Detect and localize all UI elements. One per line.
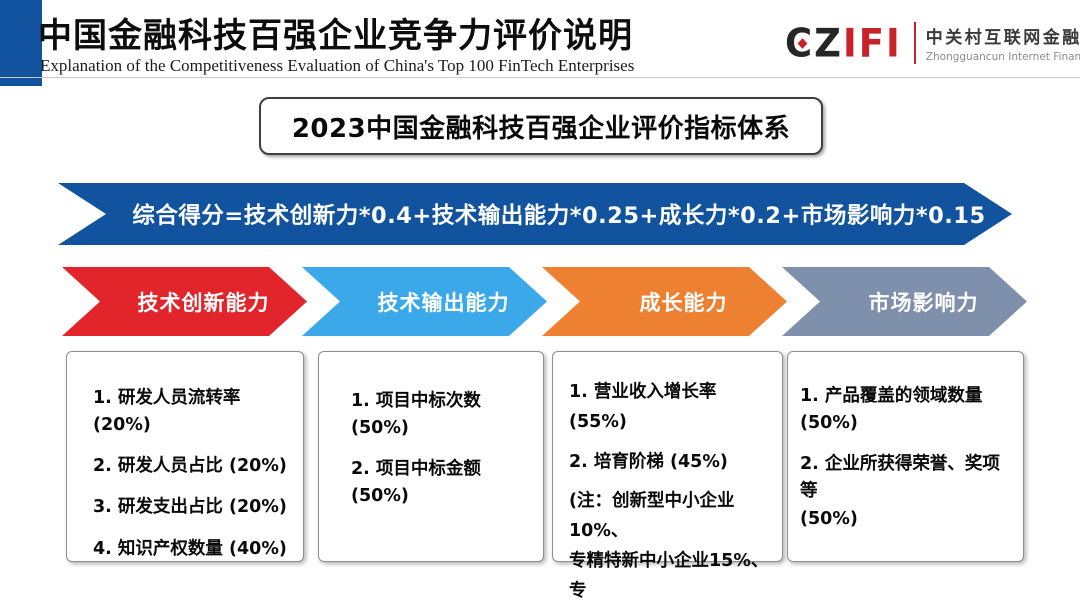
indicator-item: 1. 产品覆盖的领域数量 (50%) xyxy=(800,386,983,434)
indicator-box-tech-innovation: 1. 研发人员流转率 (20%) 2. 研发人员占比 (20%) 3. 研发支出占比… xyxy=(66,351,304,562)
header-divider xyxy=(0,77,1080,78)
index-system-title: 2023中国金融科技百强企业评价指标体系 xyxy=(291,113,791,144)
logo-org-names: 中关村互联网金融研究院 Zhongguancun Internet Financ… xyxy=(926,23,1080,63)
logo-wordmark: CZIFI xyxy=(785,24,902,63)
formula-banner: 综合得分=技术创新力*0.4+技术输出能力*0.25+成长力*0.2+市场影响力… xyxy=(58,183,1012,245)
indicator-item: 3. 研发支出占比 (20%) xyxy=(93,497,287,518)
indicator-box-growth: 1. 营业收入增长率 (55%) 2. 培育阶梯 (45%) (注：创新型中小企业1… xyxy=(552,351,783,601)
pillar-label: 市场影响力 xyxy=(868,290,979,315)
page-title: 中国金融科技百强企业竞争力评价说明 xyxy=(38,16,633,56)
indicator-item: 2. 研发人员占比 (20%) xyxy=(93,456,287,477)
pillar-label: 成长能力 xyxy=(639,290,728,315)
org-name-en: Zhongguancun Internet Finance Institute xyxy=(925,51,1080,63)
indicator-item: 2. 企业所获得荣誉、奖项等 (50%) xyxy=(800,454,1000,529)
indicator-item: 2. 项目中标金额 (50%) xyxy=(351,459,481,507)
indicator-item: 1. 研发人员流转率 (20%) xyxy=(93,388,241,436)
pillar-arrow-market-influence: 市场影响力 xyxy=(782,267,1027,336)
logo-wordmark-dark: CZ xyxy=(785,20,843,66)
header-accent-bar xyxy=(0,0,42,86)
indicator-item: (注：创新型中小企业10%、 专精特新中小企业15%、专 精特新“小巨人”企业2… xyxy=(569,491,769,601)
indicator-item: 2. 培育阶梯 (45%) xyxy=(569,451,728,472)
indicator-box-market-influence: 1. 产品覆盖的领域数量 (50%) 2. 企业所获得荣誉、奖项等 (50%) xyxy=(787,351,1024,562)
pillar-arrow-growth: 成长能力 xyxy=(542,267,787,336)
formula-text: 综合得分=技术创新力*0.4+技术输出能力*0.25+成长力*0.2+市场影响力… xyxy=(132,203,986,229)
pillar-arrow-tech-innovation: 技术创新能力 xyxy=(62,267,307,336)
pillar-label: 技术创新能力 xyxy=(137,290,270,315)
indicator-item: 1. 项目中标次数 (50%) xyxy=(351,391,481,439)
logo-separator xyxy=(913,22,916,64)
indicator-box-tech-output: 1. 项目中标次数 (50%) 2. 项目中标金额 (50%) xyxy=(318,351,544,562)
indicator-item: 4. 知识产权数量 (40%) xyxy=(93,538,287,559)
logo-wordmark-red: IFI xyxy=(842,20,902,66)
index-system-title-box: 2023中国金融科技百强企业评价指标体系 xyxy=(259,97,823,155)
pillar-label: 技术输出能力 xyxy=(377,290,510,315)
pillar-arrow-tech-output: 技术输出能力 xyxy=(302,267,547,336)
org-name-cn: 中关村互联网金融研究院 xyxy=(925,28,1080,48)
page-subtitle: Explanation of the Competitiveness Evalu… xyxy=(40,56,635,75)
institute-logo: CZIFI 中关村互联网金融研究院 Zhongguancun Internet … xyxy=(785,18,1080,68)
indicator-item: 1. 营业收入增长率 (55%) xyxy=(569,382,717,432)
